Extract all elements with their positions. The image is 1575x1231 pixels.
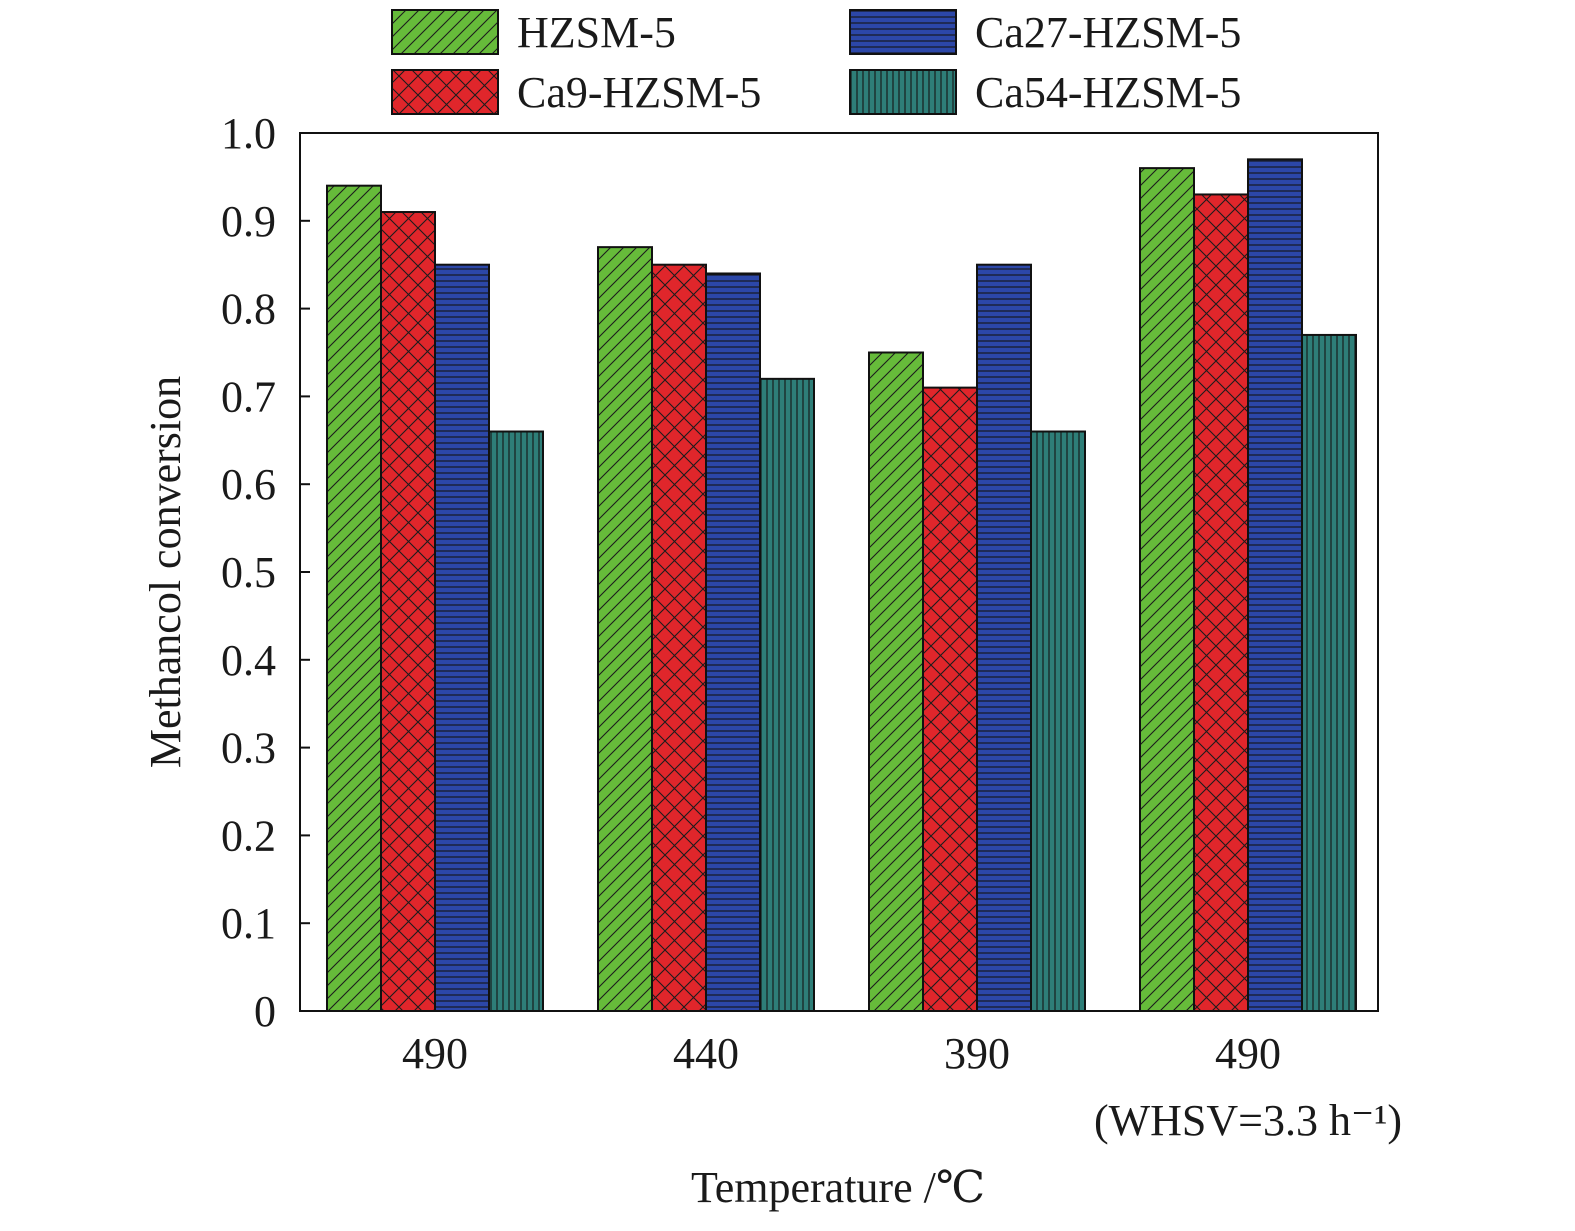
bar-ca27-hzsm-5-1 <box>705 272 761 1013</box>
bar-hzsm-5-3 <box>1139 167 1195 1012</box>
x-axis-title: Temperature /℃ <box>691 1163 985 1212</box>
y-tick-label: 1.0 <box>221 109 276 158</box>
legend-label: HZSM-5 <box>517 8 676 57</box>
legend-swatch <box>849 9 957 55</box>
bar-ca54-hzsm-5-0 <box>488 430 544 1012</box>
legend-label: Ca54-HZSM-5 <box>975 68 1241 117</box>
y-tick-label: 0.6 <box>221 460 276 509</box>
y-axis-title: Methancol conversion <box>141 376 190 768</box>
legend-swatch <box>391 69 499 115</box>
bar-ca27-hzsm-5-3 <box>1247 158 1303 1012</box>
y-tick-label: 0.4 <box>221 636 276 685</box>
bar-hzsm-5-2 <box>868 351 924 1012</box>
bar-ca9-hzsm-5-3 <box>1193 193 1249 1012</box>
legend-item-ca54-hzsm-5: Ca54-HZSM-5 <box>849 68 1241 117</box>
bars <box>326 158 1357 1013</box>
legend-label: Ca27-HZSM-5 <box>975 8 1241 57</box>
bar-ca27-hzsm-5-2 <box>976 263 1032 1012</box>
axes: 490 440 390 490 (WHSV=3.3 h⁻¹) 0 0.1 0.2 0.3 0.4 0… <box>221 109 1402 1145</box>
legend-label: Ca9-HZSM-5 <box>517 68 761 117</box>
bar-ca9-hzsm-5-2 <box>922 386 978 1012</box>
y-tick-label: 0.5 <box>221 548 276 597</box>
y-tick-label: 0.3 <box>221 724 276 773</box>
bar-ca54-hzsm-5-3 <box>1301 333 1357 1012</box>
y-tick-label: 0.8 <box>221 285 276 334</box>
bar-ca9-hzsm-5-1 <box>651 263 707 1012</box>
legend-swatch <box>849 69 957 115</box>
y-tick-label: 0.9 <box>221 197 276 246</box>
x-tick-label: 390 <box>944 1029 1010 1078</box>
legend-item-ca9-hzsm-5: Ca9-HZSM-5 <box>391 68 761 117</box>
x-tick-sublabel: (WHSV=3.3 h⁻¹) <box>1094 1096 1402 1145</box>
bar-ca27-hzsm-5-0 <box>434 263 490 1012</box>
legend-swatch <box>391 9 499 55</box>
bar-ca54-hzsm-5-1 <box>759 377 815 1012</box>
bar-hzsm-5-0 <box>326 184 382 1012</box>
y-tick-label: 0.2 <box>221 811 276 860</box>
legend-item-ca27-hzsm-5: Ca27-HZSM-5 <box>849 8 1241 57</box>
x-tick-label: 490 <box>1215 1029 1281 1078</box>
y-tick-label: 0 <box>254 987 276 1036</box>
legend: HZSM-5 Ca27-HZSM-5 Ca9-HZSM-5 Ca54-HZSM-5 <box>391 8 1241 117</box>
bar-ca54-hzsm-5-2 <box>1030 430 1086 1012</box>
bar-hzsm-5-1 <box>597 246 653 1012</box>
y-tick-label: 0.1 <box>221 899 276 948</box>
bar-ca9-hzsm-5-0 <box>380 211 436 1012</box>
y-tick-label: 0.7 <box>221 372 276 421</box>
x-tick-label: 440 <box>673 1029 739 1078</box>
legend-item-hzsm-5: HZSM-5 <box>391 8 676 57</box>
x-tick-label: 490 <box>402 1029 468 1078</box>
